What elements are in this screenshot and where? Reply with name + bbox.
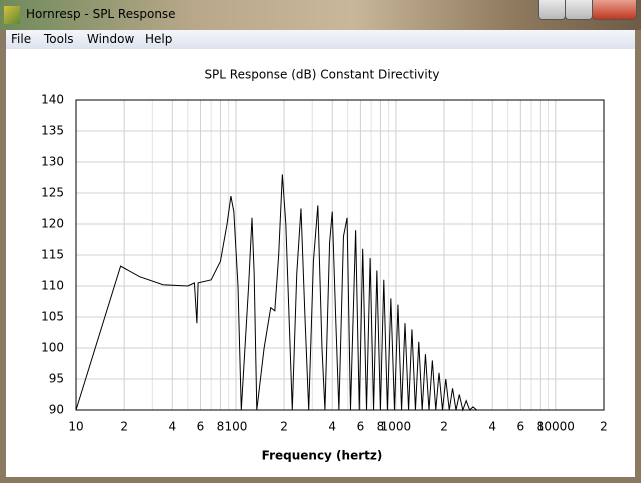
menu-bar: File Tools Window Help xyxy=(6,30,635,49)
x-tick-label: 2 xyxy=(600,420,608,434)
x-tick-label: 1000 xyxy=(381,420,412,434)
menu-item[interactable]: Tools xyxy=(44,32,74,46)
app-icon xyxy=(4,6,20,24)
menu-item[interactable]: File xyxy=(11,32,32,46)
chart-title: SPL Response (dB) Constant Directivity xyxy=(204,68,439,82)
x-tick-label: 6 xyxy=(357,420,365,434)
close-button[interactable] xyxy=(592,0,637,20)
y-tick-label: 90 xyxy=(49,403,64,417)
y-tick-label: 130 xyxy=(41,155,64,169)
y-tick-label: 115 xyxy=(41,248,64,262)
x-axis-label: Frequency (hertz) xyxy=(262,449,383,463)
x-tick-label: 8 xyxy=(217,420,225,434)
x-tick-label: 6 xyxy=(197,420,205,434)
x-tick-label: 2 xyxy=(120,420,128,434)
menu-item[interactable]: Help xyxy=(145,32,173,46)
x-tick-label: 4 xyxy=(488,420,496,434)
title-bar: Hornresp - SPL Response xyxy=(0,0,641,30)
y-tick-label: 105 xyxy=(41,310,64,324)
x-tick-label: 10 xyxy=(68,420,83,434)
x-tick-label: 2 xyxy=(280,420,288,434)
y-tick-label: 95 xyxy=(49,372,64,386)
x-tick-label: 4 xyxy=(168,420,176,434)
x-tick-label: 8 xyxy=(537,420,545,434)
x-tick-label: 6 xyxy=(517,420,525,434)
plot-frame xyxy=(75,99,605,411)
x-tick-label: 100 xyxy=(224,420,247,434)
x-tick-label: 8 xyxy=(377,420,385,434)
y-tick-label: 140 xyxy=(41,93,64,107)
spl-curve xyxy=(75,174,478,412)
y-tick-label: 135 xyxy=(41,124,64,138)
x-tick-label: 2 xyxy=(440,420,448,434)
window-title: Hornresp - SPL Response xyxy=(26,7,176,21)
x-tick-label: 4 xyxy=(328,420,336,434)
y-tick-label: 125 xyxy=(41,186,64,200)
client-area xyxy=(6,49,635,477)
menu-item[interactable]: Window xyxy=(87,32,135,46)
y-tick-label: 100 xyxy=(41,341,64,355)
y-tick-label: 120 xyxy=(41,217,64,231)
x-tick-label: 10000 xyxy=(537,420,575,434)
y-tick-label: 110 xyxy=(41,279,64,293)
